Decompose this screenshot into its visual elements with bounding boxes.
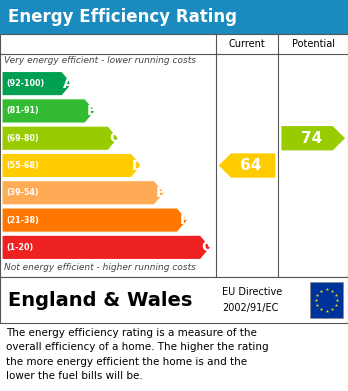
Polygon shape — [2, 235, 211, 260]
Polygon shape — [282, 126, 345, 151]
Text: Current: Current — [229, 39, 266, 49]
Bar — [0, 34, 348, 277]
Polygon shape — [2, 153, 142, 178]
Text: 74: 74 — [301, 131, 322, 146]
Polygon shape — [2, 126, 118, 151]
Text: Very energy efficient - lower running costs: Very energy efficient - lower running co… — [4, 56, 196, 65]
Polygon shape — [2, 99, 95, 123]
Polygon shape — [219, 153, 275, 178]
Text: (69-80): (69-80) — [6, 134, 39, 143]
Text: F: F — [179, 213, 189, 227]
Text: E: E — [156, 186, 166, 200]
Text: (21-38): (21-38) — [6, 215, 39, 224]
Text: EU Directive: EU Directive — [222, 287, 282, 297]
Bar — [310, 282, 343, 318]
Polygon shape — [2, 72, 72, 96]
Text: Potential: Potential — [292, 39, 335, 49]
Text: The energy efficiency rating is a measure of the
overall efficiency of a home. T: The energy efficiency rating is a measur… — [6, 328, 269, 381]
Text: D: D — [132, 158, 144, 172]
Text: England & Wales: England & Wales — [8, 291, 192, 310]
Text: (92-100): (92-100) — [6, 79, 44, 88]
Text: G: G — [201, 240, 213, 255]
Bar — [0, 277, 348, 323]
Text: 2002/91/EC: 2002/91/EC — [222, 303, 278, 313]
Text: C: C — [110, 131, 120, 145]
Text: (81-91): (81-91) — [6, 106, 39, 115]
Text: Energy Efficiency Rating: Energy Efficiency Rating — [8, 8, 237, 26]
Polygon shape — [2, 208, 188, 232]
Polygon shape — [2, 181, 165, 205]
Text: (39-54): (39-54) — [6, 188, 39, 197]
Bar — [0, 0, 348, 34]
Text: B: B — [86, 104, 97, 118]
Text: A: A — [63, 77, 74, 91]
Text: Not energy efficient - higher running costs: Not energy efficient - higher running co… — [4, 263, 196, 272]
Text: (55-68): (55-68) — [6, 161, 39, 170]
Text: 64: 64 — [240, 158, 262, 173]
Text: (1-20): (1-20) — [6, 243, 33, 252]
